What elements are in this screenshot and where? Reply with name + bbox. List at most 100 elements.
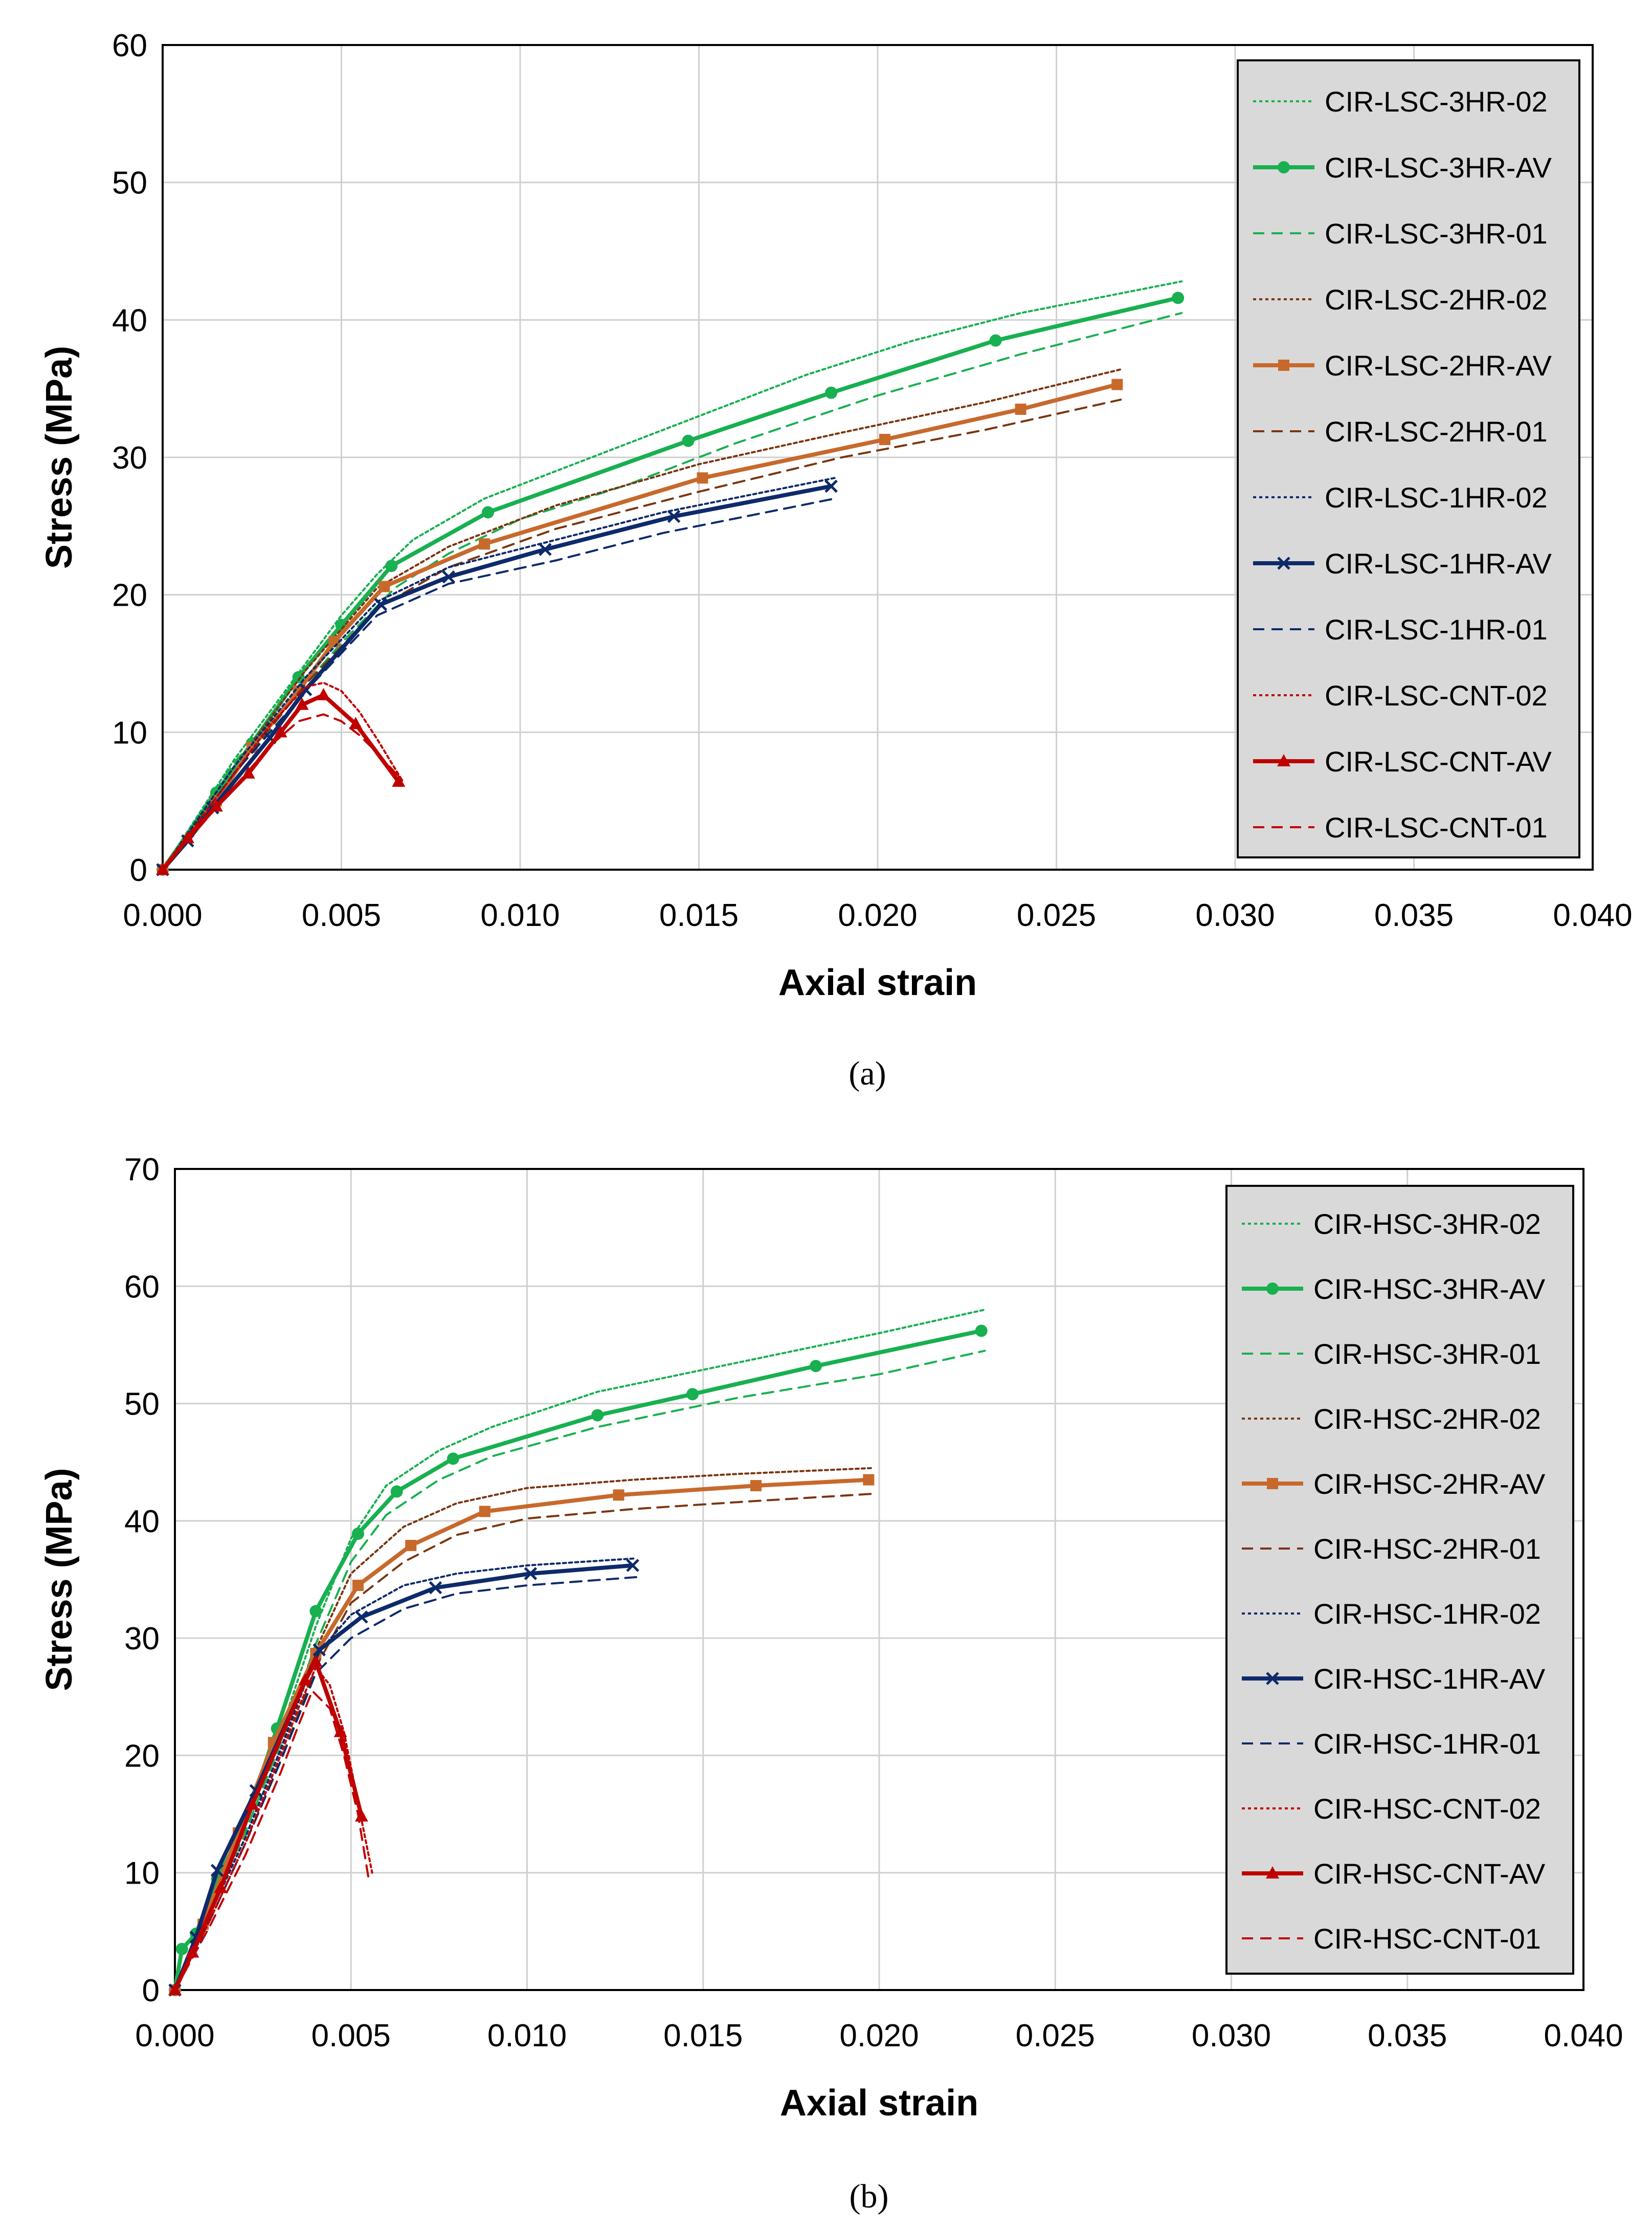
legend-entry: CIR-LSC-1HR-01: [1253, 613, 1548, 646]
data-point: [479, 1506, 490, 1517]
series-line: [162, 713, 404, 871]
x-tick-label: 0.040: [1544, 2018, 1623, 2053]
legend-marker: [1277, 754, 1290, 766]
x-tick-label: 0.040: [1553, 898, 1632, 933]
data-point: [447, 1452, 459, 1465]
data-point: [405, 1540, 417, 1552]
y-tick-label: 0: [142, 1973, 160, 2008]
y-tick-label: 10: [124, 1856, 160, 1891]
legend-label: CIR-LSC-1HR-01: [1325, 613, 1548, 646]
legend-marker: [1266, 1283, 1279, 1295]
legend-entry: CIR-HSC-1HR-02: [1242, 1598, 1541, 1630]
data-point: [825, 386, 838, 399]
legend-label: CIR-HSC-2HR-AV: [1313, 1468, 1546, 1500]
legend-entry: CIR-HSC-1HR-01: [1242, 1728, 1541, 1760]
data-point: [975, 1324, 988, 1337]
legend-entry: CIR-HSC-2HR-AV: [1242, 1468, 1546, 1500]
legend-entry: CIR-LSC-2HR-02: [1253, 283, 1548, 316]
data-point: [210, 1864, 224, 1877]
x-axis-label: Axial strain: [778, 962, 977, 1003]
x-tick-label: 0.030: [1195, 898, 1275, 933]
legend-entry: CIR-HSC-3HR-AV: [1242, 1273, 1546, 1305]
y-tick-label: 20: [112, 578, 147, 613]
legend-entry: CIR-HSC-1HR-AV: [1242, 1663, 1546, 1695]
data-point: [374, 598, 388, 611]
data-point: [186, 1945, 199, 1958]
legend-box: [1237, 59, 1580, 858]
legend-label: CIR-LSC-2HR-01: [1325, 415, 1548, 448]
data-point: [274, 725, 287, 738]
series-cir-lsc-3hr-01: [162, 312, 1183, 871]
data-point: [442, 570, 455, 584]
data-point: [295, 697, 309, 710]
y-tick-label: 10: [112, 715, 147, 750]
legend-entry: CIR-LSC-CNT-02: [1253, 679, 1548, 712]
data-point: [317, 688, 330, 700]
series-line: [174, 1666, 373, 1991]
x-tick-label: 0.030: [1192, 2018, 1271, 2053]
data-point: [309, 1654, 323, 1667]
legend-label: CIR-LSC-CNT-AV: [1325, 745, 1552, 778]
plot-frame: [174, 1168, 1584, 1991]
legend-label: CIR-LSC-3HR-01: [1325, 217, 1548, 250]
y-tick-label: 50: [112, 166, 147, 201]
x-tick-label: 0.015: [663, 2018, 743, 2053]
x-tick-label: 0.020: [839, 2018, 919, 2053]
data-point: [312, 1643, 326, 1656]
legend-label: CIR-HSC-1HR-01: [1313, 1728, 1541, 1760]
legend-label: CIR-LSC-3HR-02: [1325, 85, 1548, 118]
panel-a: 0 10 20 30 40 50 60 0.000 0.005 0.010 0.015 0.020 0.…: [39, 28, 1633, 1092]
series-group: [156, 280, 1185, 876]
data-point: [613, 1489, 624, 1501]
series-line: [173, 1660, 364, 1992]
series-cir-hsc-3hr-02: [174, 1309, 986, 1991]
x-tick-label: 0.035: [1368, 2018, 1447, 2053]
series-cir-hsc-3hr-av: [169, 1324, 988, 1996]
data-point: [333, 1725, 347, 1737]
series-cir-lsc-1hr-01: [162, 497, 836, 871]
data-point: [378, 581, 390, 592]
data-point: [429, 1581, 442, 1595]
series-line: [173, 1329, 984, 1992]
panel-b: 0 10 20 30 40 50 60 70 0.000 0.005 0.010 0.015 0.020…: [39, 1152, 1623, 2215]
x-tick-label: 0.010: [487, 2018, 567, 2053]
data-point: [1111, 379, 1123, 390]
data-point: [989, 334, 1002, 347]
series-cir-lsc-3hr-02: [162, 280, 1183, 871]
legend-label: CIR-HSC-CNT-02: [1313, 1793, 1541, 1825]
data-point: [824, 479, 838, 493]
data-point: [539, 543, 552, 556]
legend-label: CIR-HSC-3HR-01: [1313, 1338, 1541, 1370]
series-cir-hsc-1hr-01: [174, 1576, 637, 1991]
data-point: [591, 1409, 604, 1422]
y-axis-label: Stress (MPa): [39, 1468, 80, 1691]
data-point: [181, 831, 194, 844]
series-line: [174, 1557, 637, 1991]
series-line: [162, 280, 1183, 871]
legend-entry: CIR-LSC-1HR-AV: [1253, 547, 1552, 580]
data-point: [349, 717, 363, 730]
legend-label: CIR-HSC-CNT-01: [1313, 1922, 1541, 1955]
series-cir-lsc-cnt-av: [156, 688, 406, 875]
legend-entry: CIR-HSC-3HR-01: [1242, 1338, 1541, 1370]
series-line: [162, 368, 1122, 871]
y-tick-label: 70: [124, 1152, 160, 1187]
legend-entry: CIR-LSC-3HR-AV: [1253, 151, 1552, 184]
data-point: [524, 1567, 538, 1580]
x-tick-label: 0.025: [1016, 2018, 1095, 2053]
legend-label: CIR-LSC-2HR-02: [1325, 283, 1548, 316]
legend: CIR-LSC-3HR-02 CIR-LSC-3HR-AV CIR-LSC-3HR-…: [1237, 59, 1580, 858]
legend-entry: CIR-LSC-CNT-AV: [1253, 745, 1552, 778]
x-tick-label: 0.000: [123, 898, 202, 933]
series-cir-hsc-cnt-01: [174, 1690, 370, 1991]
legend-marker: [1277, 557, 1290, 570]
data-point: [626, 1559, 639, 1572]
legend-entry: CIR-LSC-3HR-01: [1253, 217, 1548, 250]
legend-entry: CIR-LSC-1HR-02: [1253, 481, 1548, 514]
data-point: [1172, 292, 1185, 304]
series-line: [174, 1690, 370, 1991]
data-point: [479, 538, 490, 550]
series-cir-lsc-2hr-av: [157, 379, 1123, 875]
legend-label: CIR-HSC-2HR-02: [1313, 1403, 1541, 1435]
